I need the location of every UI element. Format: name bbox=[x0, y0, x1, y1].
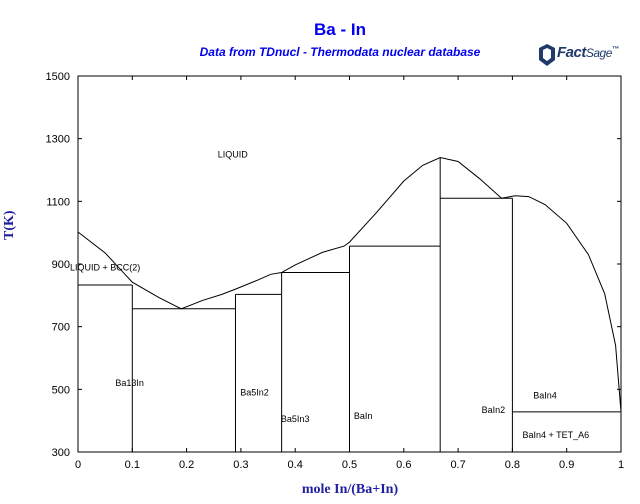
x-tick-label: 0 bbox=[75, 459, 81, 471]
logo-mark-icon bbox=[539, 44, 555, 66]
x-tick-label: 0.9 bbox=[559, 459, 574, 471]
logo-text: FactSage™ bbox=[557, 44, 619, 61]
region-label: BaIn4 bbox=[533, 391, 557, 401]
y-tick-label: 1300 bbox=[46, 134, 70, 146]
region-label: BaIn2 bbox=[482, 405, 506, 415]
region-label: BaIn bbox=[354, 411, 373, 421]
region-label: Ba13In bbox=[115, 378, 144, 388]
chart-subtitle: Data from TDnucl - Thermodata nuclear da… bbox=[199, 45, 481, 59]
x-tick-label: 0.3 bbox=[233, 459, 248, 471]
x-tick-label: 1 bbox=[618, 459, 624, 471]
x-tick-label: 0.6 bbox=[396, 459, 411, 471]
y-tick-label: 900 bbox=[52, 259, 70, 271]
liquidus-line bbox=[77, 156, 622, 412]
x-tick-label: 0.1 bbox=[125, 459, 140, 471]
y-tick-label: 1100 bbox=[46, 196, 70, 208]
y-tick-label: 300 bbox=[52, 447, 70, 459]
x-tick-label: 0.4 bbox=[288, 459, 303, 471]
region-label: BaIn4 + TET_A6 bbox=[523, 430, 590, 440]
x-axis-label: mole In/(Ba+In) bbox=[301, 482, 399, 497]
x-tick-label: 0.2 bbox=[179, 459, 194, 471]
x-tick-label: 0.7 bbox=[450, 459, 465, 471]
y-tick-label: 500 bbox=[52, 384, 70, 396]
region-label: Ba5In2 bbox=[240, 388, 269, 398]
region-label: Ba5In3 bbox=[281, 414, 310, 424]
y-tick-label: 700 bbox=[52, 322, 70, 334]
region-label: LIQUID bbox=[218, 149, 249, 159]
factsage-logo: FactSage™ bbox=[537, 40, 637, 72]
x-tick-label: 0.8 bbox=[505, 459, 520, 471]
x-tick-label: 0.5 bbox=[342, 459, 357, 471]
y-tick-label: 1500 bbox=[46, 71, 70, 83]
region-label: LIQUID + BCC(2) bbox=[70, 262, 140, 272]
chart-title: Ba - In bbox=[314, 20, 366, 39]
